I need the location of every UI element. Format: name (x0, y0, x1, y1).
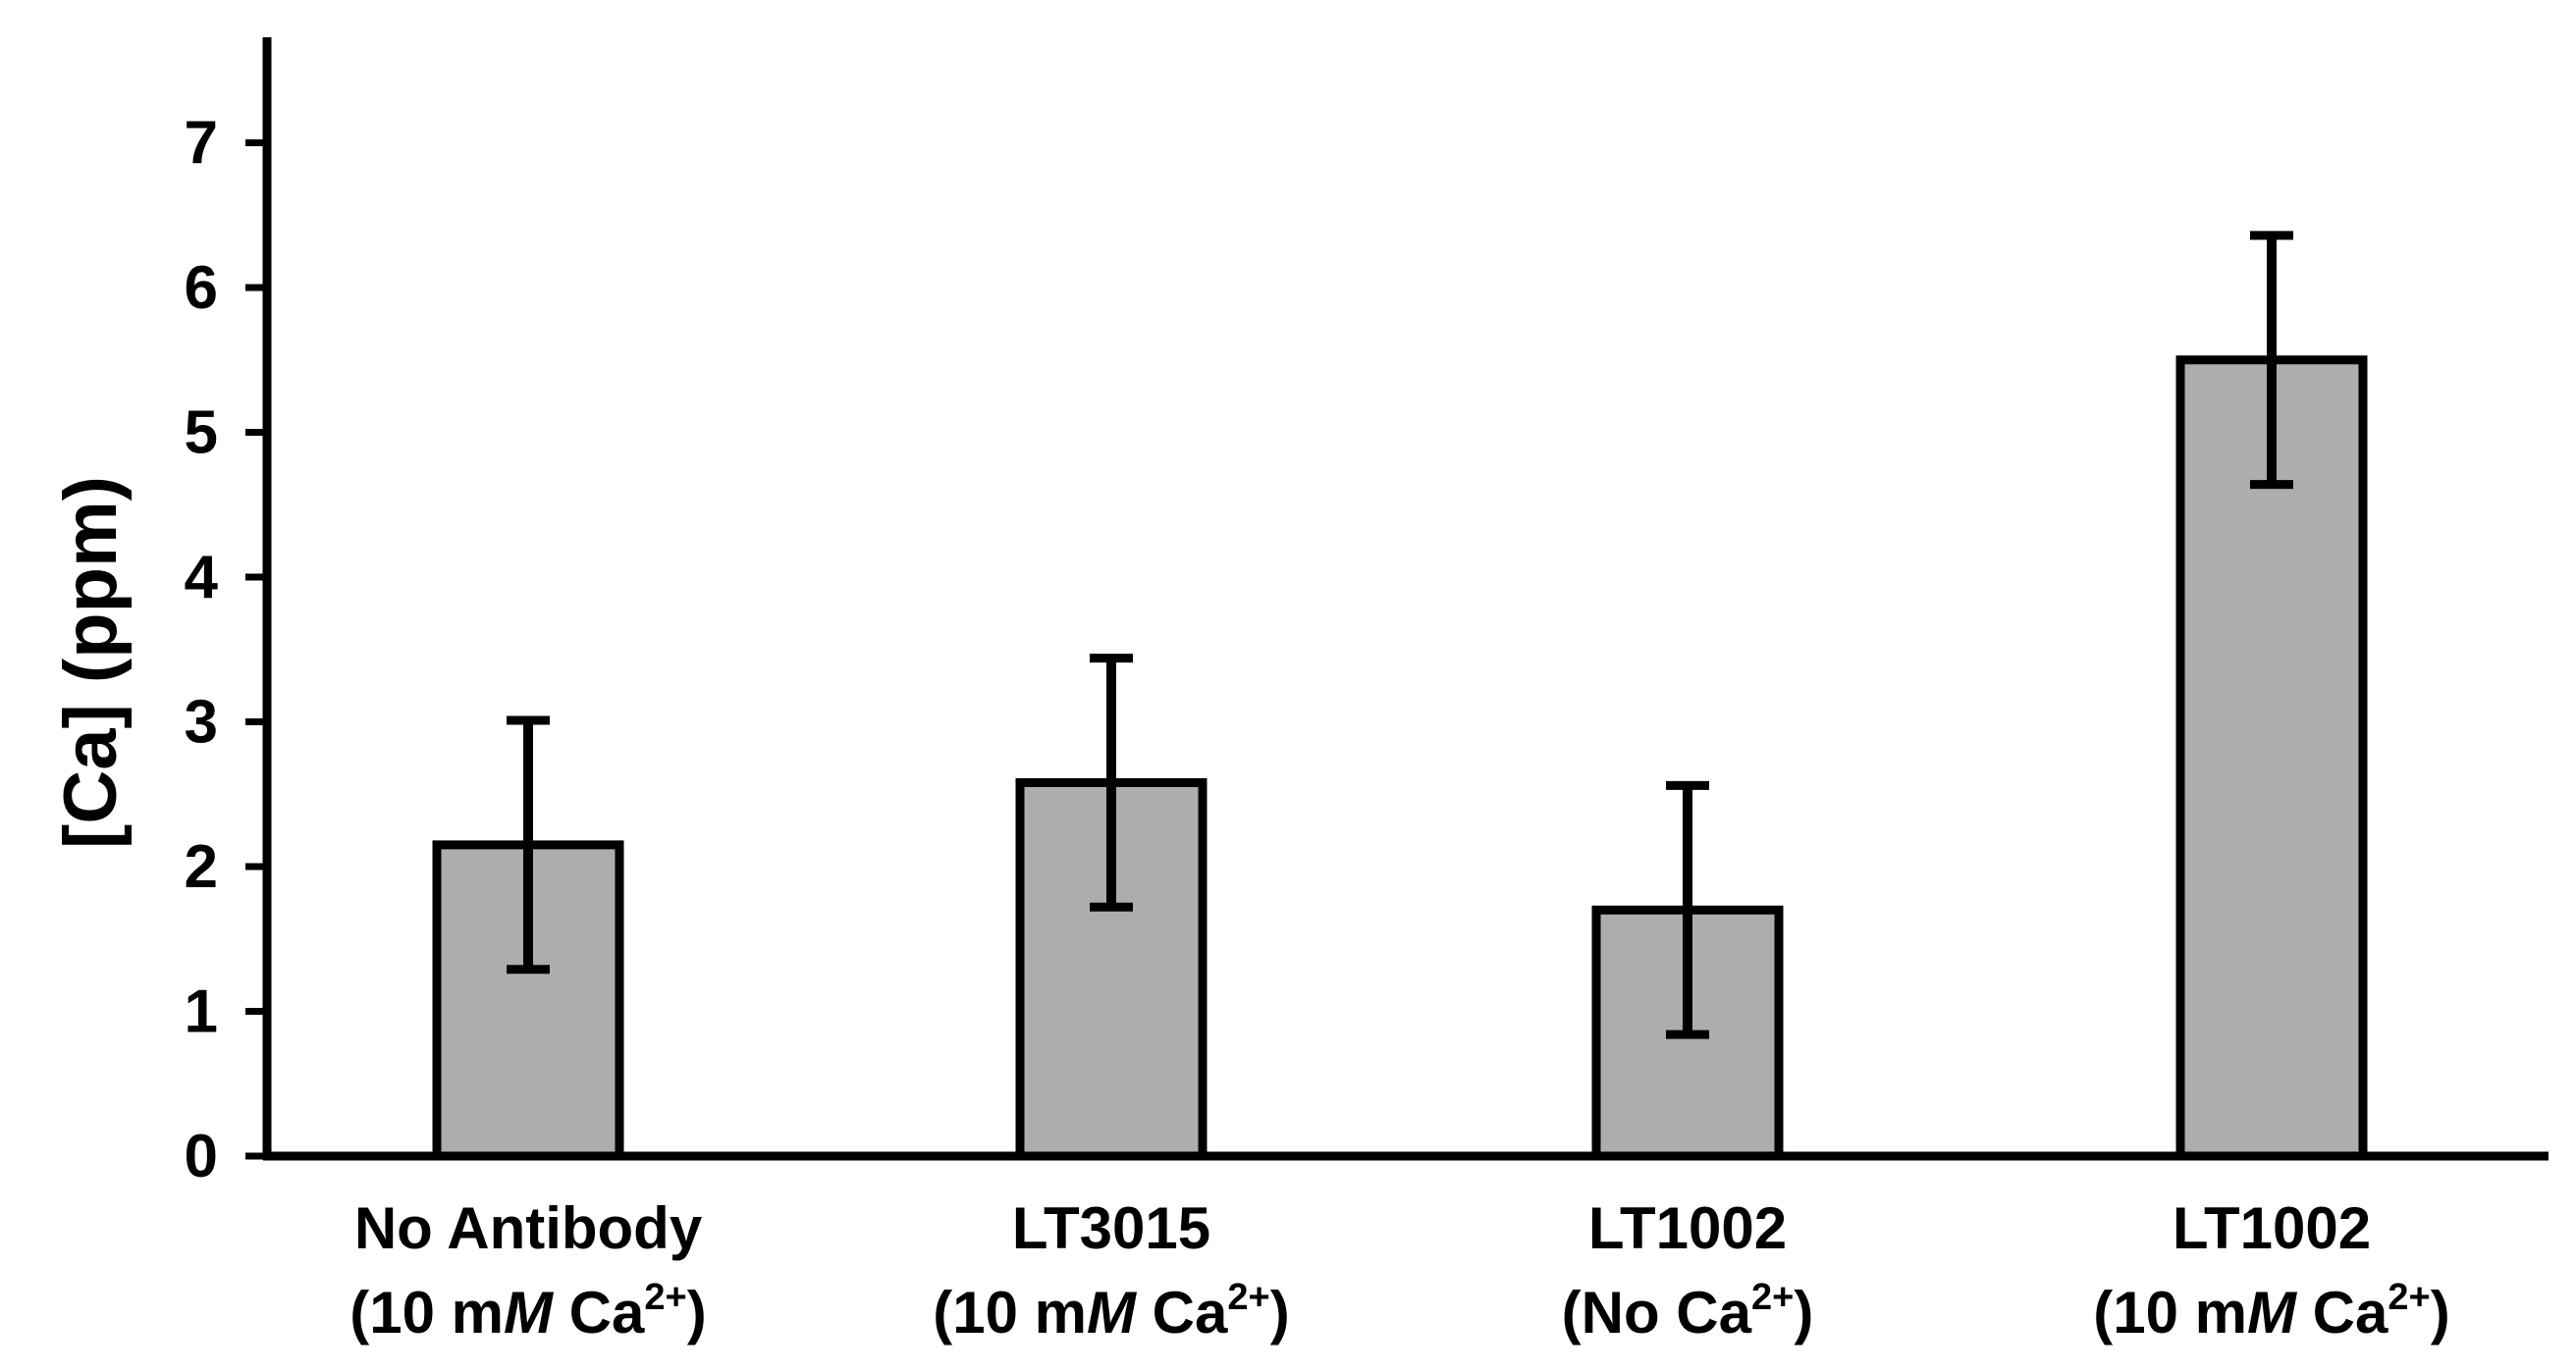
error-bars (507, 231, 2293, 1039)
error-bar (2250, 231, 2293, 490)
x-label-part-unit: M (2247, 1280, 2298, 1346)
error-bar (1090, 654, 1133, 912)
x-label-part-sup: 2+ (1227, 1277, 1269, 1318)
x-label-part-post: ) (1794, 1280, 1813, 1346)
x-label-part-pre: (10 m (933, 1280, 1087, 1346)
x-label-part-mid: Ca (553, 1280, 645, 1346)
x-category-label-line1: LT1002 (1588, 1195, 1787, 1261)
x-category-label-line1: LT3015 (1012, 1195, 1210, 1261)
y-tick-label: 3 (185, 689, 218, 757)
x-label-part-mid: Ca (1136, 1280, 1228, 1346)
x-label-part-sup: 2+ (1751, 1277, 1794, 1318)
x-label-part-pre: (10 m (2093, 1280, 2247, 1346)
x-category-label-line2: (10 mM Ca2+) (933, 1277, 1289, 1346)
x-category-label-line2: (No Ca2+) (1562, 1277, 1814, 1346)
x-label-part-sup: 2+ (2388, 1277, 2430, 1318)
x-label-part-mid: Ca (2296, 1280, 2388, 1346)
y-tick-label: 0 (185, 1123, 218, 1190)
x-label-part-post: ) (687, 1280, 707, 1346)
x-label-part-unit: M (1087, 1280, 1138, 1346)
y-tick-label: 4 (185, 544, 219, 611)
x-label-part-pre: (10 m (349, 1280, 504, 1346)
x-label-part-unit: M (504, 1280, 555, 1346)
y-tick-label: 2 (185, 833, 218, 901)
bars (432, 355, 2368, 1161)
x-label-part-sup: 2+ (644, 1277, 686, 1318)
x-label-part-pre: (No Ca (1562, 1280, 1752, 1346)
y-tick-label: 6 (185, 254, 218, 322)
x-label-part-post: ) (2431, 1280, 2450, 1346)
y-axis-ticks: 0 1 2 3 4 5 6 7 (185, 110, 267, 1190)
y-tick-label: 1 (185, 978, 218, 1046)
y-axis-title: [Ca] (ppm) (49, 476, 133, 849)
error-bar (1666, 780, 1709, 1039)
x-category-label-line1: No Antibody (354, 1195, 703, 1261)
y-tick-label: 5 (185, 399, 218, 467)
x-category-label-line1: LT1002 (2173, 1195, 2371, 1261)
x-axis-labels: No Antibody(10 mM Ca2+)LT3015(10 mM Ca2+… (349, 1195, 2449, 1346)
x-category-label-line2: (10 mM Ca2+) (2093, 1277, 2449, 1346)
x-label-part-post: ) (1270, 1280, 1290, 1346)
x-category-label-line2: (10 mM Ca2+) (349, 1277, 706, 1346)
y-tick-label: 7 (185, 110, 218, 178)
error-bar (507, 715, 550, 975)
